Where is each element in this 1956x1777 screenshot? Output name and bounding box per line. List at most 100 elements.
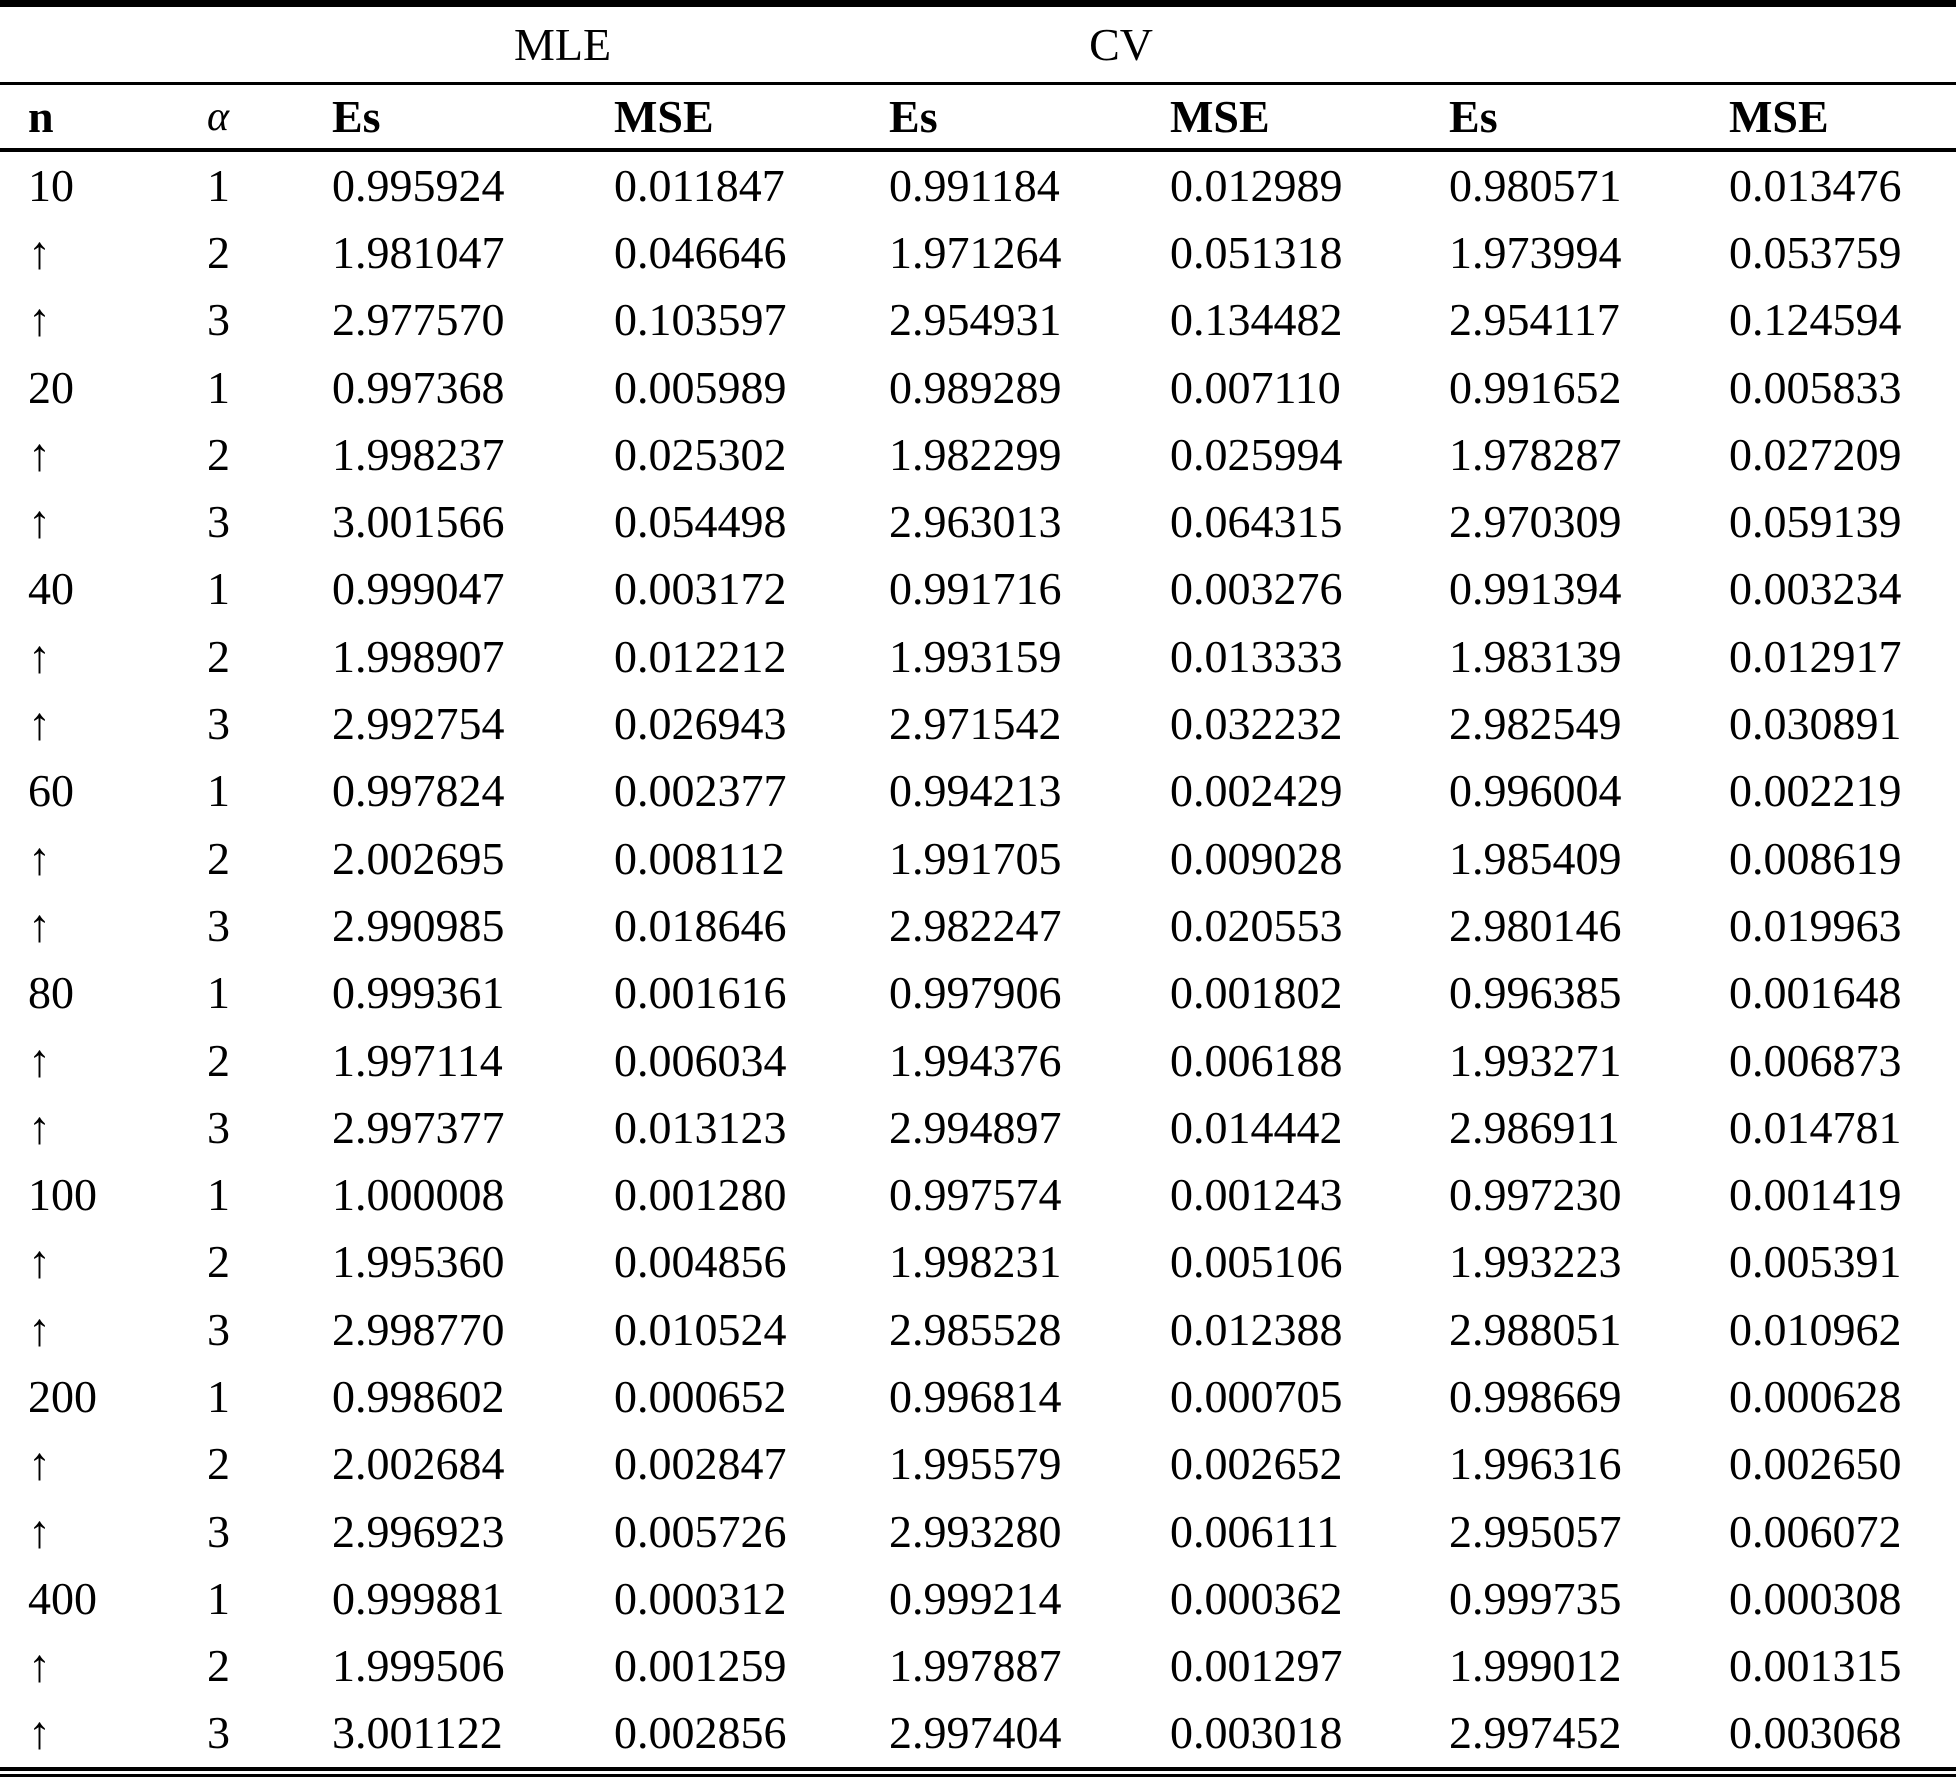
cell-mse-2: 0.014442 [1170, 1101, 1343, 1153]
cell-mse-1: 0.025302 [614, 428, 787, 480]
cell-n: ↑ [28, 428, 51, 480]
cell-es-3: 2.954117 [1449, 294, 1620, 346]
cell-es-2: 0.994213 [889, 765, 1062, 817]
cell-mse-3: 0.003234 [1729, 563, 1902, 615]
cell-alpha: 3 [207, 899, 230, 951]
cell-mse-2: 0.006111 [1170, 1505, 1340, 1557]
table-row: ↑ 2 1.998907 0.012212 1.993159 0.013333 1.9831… [0, 623, 1956, 690]
table-row: ↑ 3 3.001122 0.002856 2.997404 0.003018 2.9974… [0, 1699, 1956, 1772]
cell-alpha: 1 [207, 765, 230, 817]
cell-es-2: 0.989289 [889, 361, 1062, 413]
cell-es-3: 2.986911 [1449, 1101, 1620, 1153]
cell-n: ↑ [28, 1101, 51, 1153]
cell-mse-3: 0.005391 [1729, 1236, 1902, 1288]
cell-es-2: 0.996814 [889, 1370, 1062, 1422]
table-row: ↑ 3 2.992754 0.026943 2.971542 0.032232 2.9825… [0, 690, 1956, 757]
table-row: 40 1 0.999047 0.003172 0.991716 0.003276 0.991… [0, 556, 1956, 623]
cell-mse-1: 0.002847 [614, 1438, 787, 1490]
cell-mse-1: 0.002856 [614, 1699, 890, 1772]
cell-es-3: 1.985409 [1449, 832, 1622, 884]
cell-mse-3: 0.002219 [1729, 765, 1902, 817]
column-header-row: n α Es MSE Es MSE Es MSE [0, 83, 1956, 152]
cell-n: ↑ [28, 294, 51, 346]
cell-mse-1: 0.103597 [614, 294, 787, 346]
cell-mse-3: 0.001648 [1729, 967, 1902, 1019]
cell-es-2: 1.998231 [889, 1236, 1062, 1288]
col-header-es-2: Es [889, 83, 1171, 152]
cell-es-2: 0.997906 [889, 967, 1062, 1019]
col-header-es-3: Es [1449, 83, 1730, 152]
cell-es-3: 0.999735 [1449, 1572, 1622, 1624]
cell-es-2: 2.993280 [889, 1505, 1062, 1557]
cell-n: ↑ [28, 832, 51, 884]
col-header-es-1: Es [332, 83, 614, 152]
cell-mse-3: 0.006873 [1729, 1034, 1902, 1086]
cell-n: ↑ [0, 1699, 207, 1772]
cell-alpha: 3 [207, 294, 230, 346]
group-header-cv: CV [889, 3, 1450, 85]
cell-es-3: 2.980146 [1449, 899, 1622, 951]
cell-es-1: 1.995360 [332, 1236, 505, 1288]
group-header-empty-left [0, 3, 332, 85]
cell-mse-1: 0.011847 [614, 159, 785, 211]
cell-mse-1: 0.026943 [614, 698, 787, 750]
cell-n: ↑ [28, 226, 51, 278]
cell-mse-2: 0.012388 [1170, 1303, 1343, 1355]
cell-es-1: 2.996923 [332, 1505, 505, 1557]
table-row: ↑ 3 2.997377 0.013123 2.994897 0.014442 2.9869… [0, 1094, 1956, 1161]
cell-n: 200 [28, 1370, 97, 1422]
cell-es-3: 0.991652 [1449, 361, 1622, 413]
cell-mse-3: 0.001315 [1729, 1640, 1902, 1692]
cell-mse-2: 0.002429 [1170, 765, 1343, 817]
table-row: 400 1 0.999881 0.000312 0.999214 0.000362 0.99… [0, 1565, 1956, 1632]
cell-mse-3: 0.003068 [1729, 1699, 1956, 1772]
cell-mse-1: 0.013123 [614, 1101, 787, 1153]
cell-es-3: 2.988051 [1449, 1303, 1622, 1355]
cell-mse-3: 0.006072 [1729, 1505, 1902, 1557]
cell-mse-1: 0.001259 [614, 1640, 787, 1692]
cell-alpha: 3 [207, 1303, 230, 1355]
cell-n: 100 [28, 1169, 97, 1221]
cell-es-3: 2.970309 [1449, 496, 1622, 548]
cell-es-1: 0.998602 [332, 1370, 505, 1422]
table-row: ↑ 2 1.998237 0.025302 1.982299 0.025994 1.9782… [0, 421, 1956, 488]
cell-alpha: 1 [207, 159, 230, 211]
cell-mse-1: 0.005989 [614, 361, 787, 413]
cell-n: ↑ [28, 1438, 51, 1490]
cell-alpha: 2 [207, 226, 230, 278]
cell-mse-1: 0.003172 [614, 563, 787, 615]
cell-mse-3: 0.030891 [1729, 698, 1902, 750]
cell-es-1: 1.999506 [332, 1640, 505, 1692]
cell-es-1: 2.992754 [332, 698, 505, 750]
cell-es-1: 0.999047 [332, 563, 505, 615]
cell-es-1: 2.990985 [332, 899, 505, 951]
table-row: ↑ 3 2.977570 0.103597 2.954931 0.134482 2.9541… [0, 287, 1956, 354]
cell-mse-2: 0.001297 [1170, 1640, 1343, 1692]
cell-n: ↑ [28, 1236, 51, 1288]
cell-es-1: 0.997824 [332, 765, 505, 817]
cell-mse-3: 0.000628 [1729, 1370, 1902, 1422]
cell-mse-2: 0.001802 [1170, 967, 1343, 1019]
table-row: ↑ 2 1.997114 0.006034 1.994376 0.006188 1.9932… [0, 1027, 1956, 1094]
cell-n: 40 [28, 563, 74, 615]
cell-es-2: 0.991716 [889, 563, 1062, 615]
cell-alpha: 1 [207, 361, 230, 413]
cell-es-3: 2.995057 [1449, 1505, 1622, 1557]
cell-n: ↑ [28, 1034, 51, 1086]
cell-es-3: 1.973994 [1449, 226, 1622, 278]
cell-mse-1: 0.005726 [614, 1505, 787, 1557]
cell-es-2: 1.993159 [889, 630, 1062, 682]
table-body: 10 1 0.995924 0.011847 0.991184 0.012989 0.980… [0, 150, 1956, 1772]
table-row: ↑ 3 2.998770 0.010524 2.985528 0.012388 2.9880… [0, 1296, 1956, 1363]
cell-mse-2: 0.020553 [1170, 899, 1343, 951]
cell-n: 10 [28, 159, 74, 211]
cell-alpha: 2 [207, 1034, 230, 1086]
cell-n: ↑ [28, 1640, 51, 1692]
col-header-alpha: α [207, 83, 332, 152]
cell-n: ↑ [28, 630, 51, 682]
cell-es-2: 0.997574 [889, 1169, 1062, 1221]
cell-es-2: 2.963013 [889, 496, 1062, 548]
cell-es-3: 2.982549 [1449, 698, 1622, 750]
cell-alpha: 1 [207, 1572, 230, 1624]
